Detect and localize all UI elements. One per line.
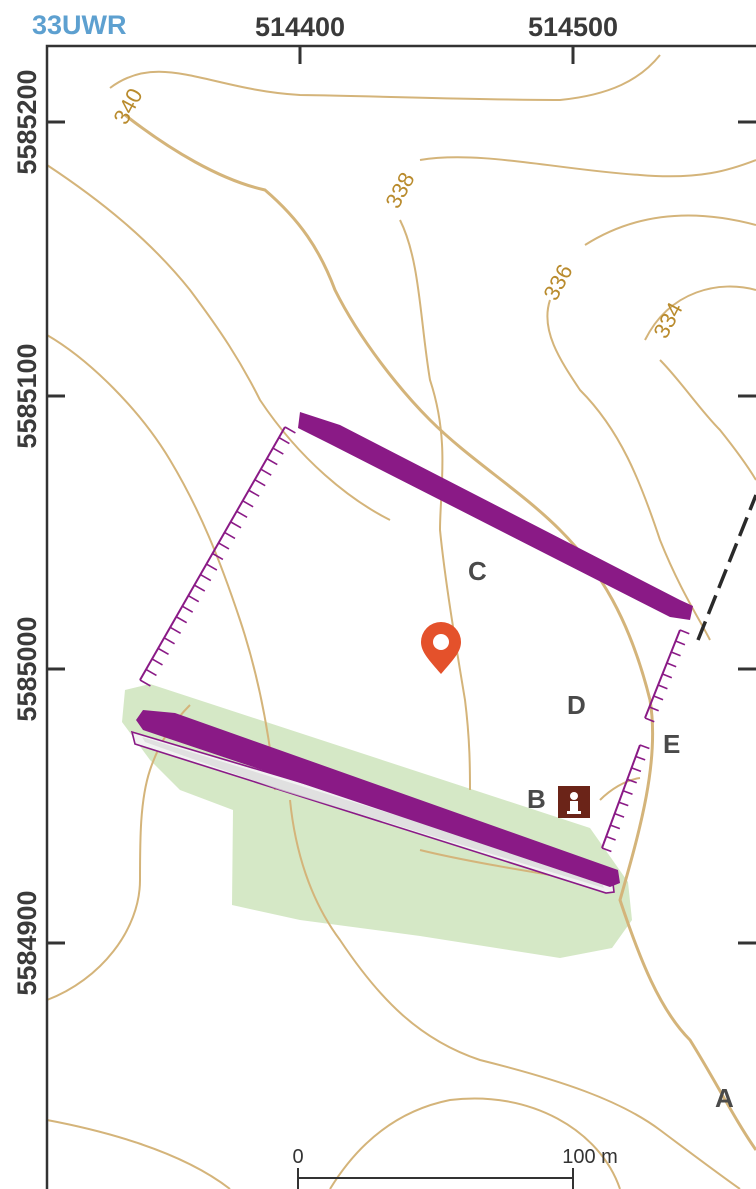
hachure-tick xyxy=(644,717,655,723)
hachure-tick xyxy=(248,489,260,497)
northing-label: 5585200 xyxy=(12,69,42,174)
easting-label: 514400 xyxy=(255,12,345,42)
hachure-tick xyxy=(675,640,686,646)
hachure-tick xyxy=(601,847,612,853)
contour-lines xyxy=(46,54,756,1189)
hachure-tick xyxy=(610,824,621,830)
hachure-tick xyxy=(272,447,284,455)
hachure-tick xyxy=(242,500,254,508)
rampart-south xyxy=(136,710,620,887)
hachure-tick xyxy=(679,629,690,635)
dashed-path xyxy=(696,494,756,641)
site-letter-e: E xyxy=(663,729,680,759)
hachure-tick xyxy=(181,605,194,613)
site-letter-d: D xyxy=(567,690,586,720)
hachure-tick xyxy=(605,835,616,841)
scale-start-label: 0 xyxy=(292,1146,303,1168)
ditch-west-hachures xyxy=(139,426,296,687)
northing-label: 5585000 xyxy=(12,616,42,721)
grid-ticks xyxy=(47,46,756,945)
hachure-tick xyxy=(230,521,242,529)
hachure-tick xyxy=(653,695,664,701)
hachure-tick xyxy=(639,744,650,750)
hachure-tick xyxy=(163,637,175,645)
grid-zone-label: 33UWR xyxy=(32,10,127,40)
hachure-tick xyxy=(139,679,151,687)
hachure-tick xyxy=(627,778,637,784)
hachure-tick xyxy=(151,658,163,666)
map-frame xyxy=(45,44,756,1189)
hachure-tick xyxy=(284,426,296,434)
hachure-tick xyxy=(212,552,224,561)
hachure-tick xyxy=(218,542,230,550)
hachure-tick xyxy=(254,479,266,487)
hachure-tick xyxy=(666,662,677,668)
hachure-tick xyxy=(670,651,681,657)
site-letter-c: C xyxy=(468,556,487,586)
hachure-tick xyxy=(187,594,200,603)
hachure-tick xyxy=(635,755,646,761)
hachure-tick xyxy=(206,563,218,571)
rampart-north xyxy=(298,412,693,620)
hachure-tick xyxy=(260,468,272,476)
hachure-tick xyxy=(224,531,236,540)
hachure-tick xyxy=(614,812,625,818)
hachure-tick xyxy=(622,790,633,795)
hachure-tick xyxy=(145,668,157,677)
bank-south-shade xyxy=(142,737,604,888)
hachure-tick xyxy=(200,573,212,582)
hachure-tick xyxy=(278,436,290,445)
info-icon[interactable] xyxy=(558,786,590,818)
hachure-tick xyxy=(662,673,673,679)
hachure-tick xyxy=(631,767,642,773)
hachure-tick xyxy=(649,706,659,712)
hachure-tick xyxy=(193,584,206,592)
map-pin-icon[interactable] xyxy=(421,622,461,674)
ditch-east-hachures xyxy=(601,629,690,853)
hachure-tick xyxy=(657,684,668,690)
hachure-tick xyxy=(236,510,248,518)
hachure-tick xyxy=(175,616,188,624)
northing-label: 5585100 xyxy=(12,343,42,448)
scale-bar: 0 100 m xyxy=(292,1146,618,1189)
hachure-tick xyxy=(169,626,182,634)
hachure-tick xyxy=(157,647,169,656)
site-letter-a: A xyxy=(715,1083,734,1113)
map-area xyxy=(47,46,756,1189)
hachure-tick xyxy=(618,801,629,807)
scale-end-label: 100 m xyxy=(562,1146,618,1168)
easting-label: 514500 xyxy=(528,12,618,42)
hachure-tick xyxy=(266,457,278,466)
northing-label: 5584900 xyxy=(12,890,42,995)
site-letter-b: B xyxy=(527,784,546,814)
